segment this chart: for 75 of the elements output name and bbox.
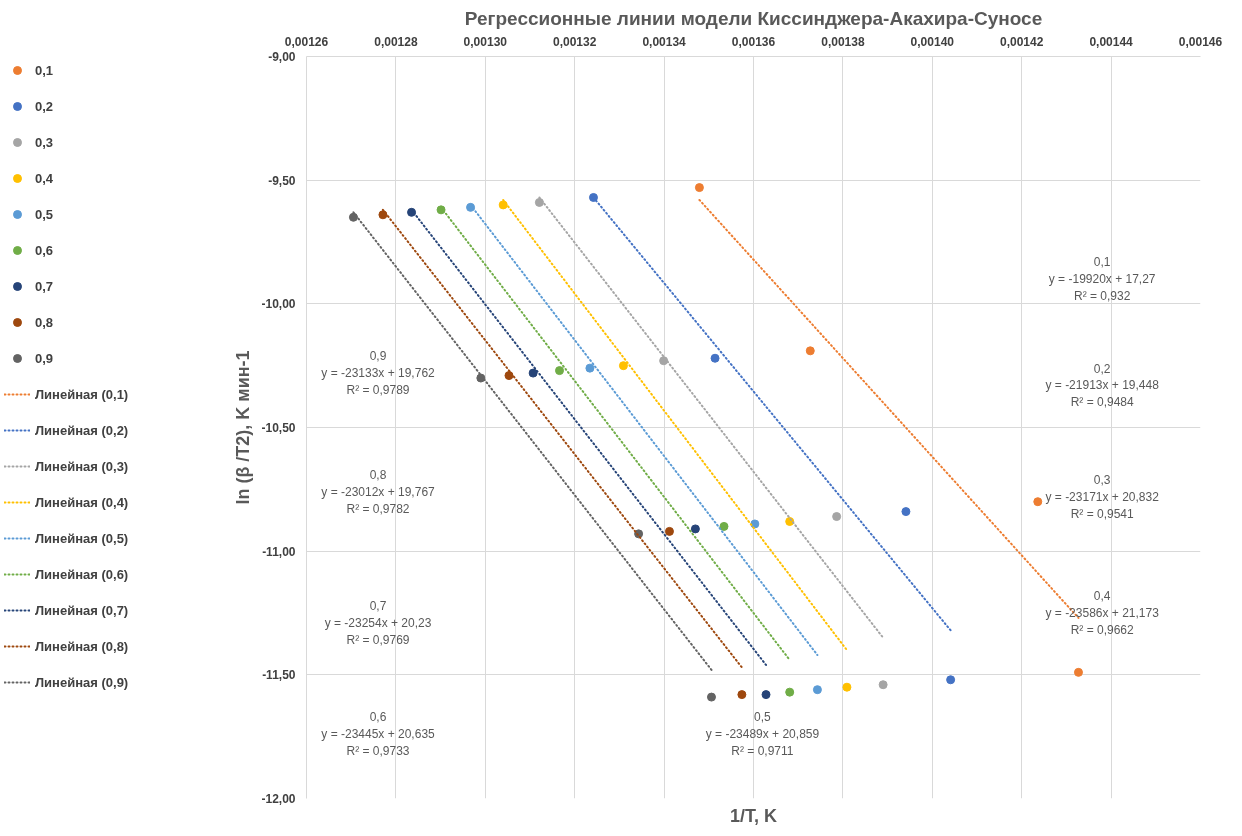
point	[710, 353, 720, 363]
x-tick-label: 0,00142	[1000, 34, 1044, 49]
point	[1073, 667, 1083, 677]
point	[694, 183, 704, 193]
legend-label: Линейная (0,4)	[35, 493, 129, 512]
legend-label: 0,8	[35, 313, 55, 332]
point	[585, 363, 595, 373]
x-tick-label: 0,00134	[642, 34, 687, 49]
point	[588, 192, 598, 202]
legend-label: Линейная (0,2)	[35, 421, 129, 440]
point	[719, 521, 729, 531]
point	[690, 524, 700, 534]
legend-label: Линейная (0,6)	[35, 565, 129, 584]
point	[785, 687, 795, 697]
y-tick-label: -9,50	[268, 173, 296, 188]
legend-label: Линейная (0,3)	[35, 457, 129, 476]
point	[378, 210, 388, 220]
x-tick-label: 0,00130	[463, 34, 508, 49]
annotation: 0,1 y = -19920x + 17,27 R² = 0,932	[1048, 255, 1156, 303]
legend-label: 0,9	[35, 349, 55, 368]
annotation: 0,9 y = -23133x + 19,762 R² = 0,9789	[321, 349, 436, 397]
y-tick-label: -9,00	[268, 50, 296, 64]
annotation: 0,4 y = -23586x + 21,173 R² = 0,9662	[1045, 589, 1160, 637]
point	[737, 690, 747, 700]
point	[805, 346, 815, 356]
annotation: 0,2 y = -21913x + 19,448 R² = 0,9484	[1045, 361, 1160, 410]
point	[618, 361, 628, 371]
y-tick-label: -12,00	[261, 792, 296, 806]
x-tick-label: 0,00138	[821, 34, 865, 49]
x-tick-label: 0,00146	[1178, 34, 1223, 49]
x-tick-label: 0,00126	[284, 34, 329, 49]
point	[466, 202, 476, 212]
legend-label: Линейная (0,9)	[35, 673, 129, 692]
point	[901, 507, 911, 517]
chart-title: Регрессионные линии модели Киссинджера-Акахира-Суносе	[464, 7, 1043, 29]
y-tick-label: -11,00	[262, 544, 296, 559]
annotation: 0,3 y = -23171x + 20,832 R² = 0,9541	[1045, 472, 1160, 521]
legend-label: Линейная (0,8)	[35, 637, 129, 656]
x-tick-label: 0,00136	[731, 34, 776, 49]
annotation: 0,7 y = -23254x + 20,23 R² = 0,9769	[324, 599, 432, 647]
x-axis-title: 1/T, K	[729, 805, 778, 826]
point	[832, 512, 842, 522]
point	[555, 366, 564, 376]
annotation: 0,5 y = -23489x + 20,859 R² = 0,9711	[705, 710, 820, 758]
point	[348, 212, 358, 222]
y-tick-label: -10,50	[261, 421, 296, 435]
annotation: 0,8 y = -23012x + 19,767 R² = 0,9782	[321, 468, 436, 516]
point	[946, 675, 956, 685]
legend-label: 0,1	[35, 61, 55, 80]
point	[664, 526, 674, 536]
x-tick-label: 0,00128	[374, 34, 418, 49]
legend-label: Линейная (0,5)	[35, 529, 129, 548]
legend-label: 0,7	[35, 277, 55, 296]
point	[534, 197, 544, 207]
legend-label: 0,3	[35, 133, 55, 152]
legend-label: Линейная (0,1)	[35, 385, 129, 404]
point	[528, 368, 538, 378]
annotation: 0,6 y = -23445x + 20,635 R² = 0,9733	[321, 710, 436, 758]
point	[1033, 497, 1043, 507]
point	[812, 685, 822, 695]
x-tick-label: 0,00132	[553, 34, 597, 49]
y-tick-label: -11,50	[262, 668, 296, 683]
legend-label: 0,5	[35, 205, 55, 224]
y-tick-label: -10,00	[261, 297, 296, 312]
legend-label: 0,4	[35, 169, 55, 188]
x-tick-label: 0,00144	[1089, 34, 1134, 49]
legend-label: 0,6	[35, 241, 55, 260]
legend-label: 0,2	[35, 97, 55, 116]
legend-label: Линейная (0,7)	[35, 601, 129, 620]
point	[842, 682, 852, 692]
point	[761, 690, 771, 700]
y-axis-title: ln (β /T2), K мин-1	[233, 350, 254, 505]
x-tick-label: 0,00140	[910, 34, 955, 49]
point	[706, 692, 716, 702]
point	[878, 680, 888, 690]
